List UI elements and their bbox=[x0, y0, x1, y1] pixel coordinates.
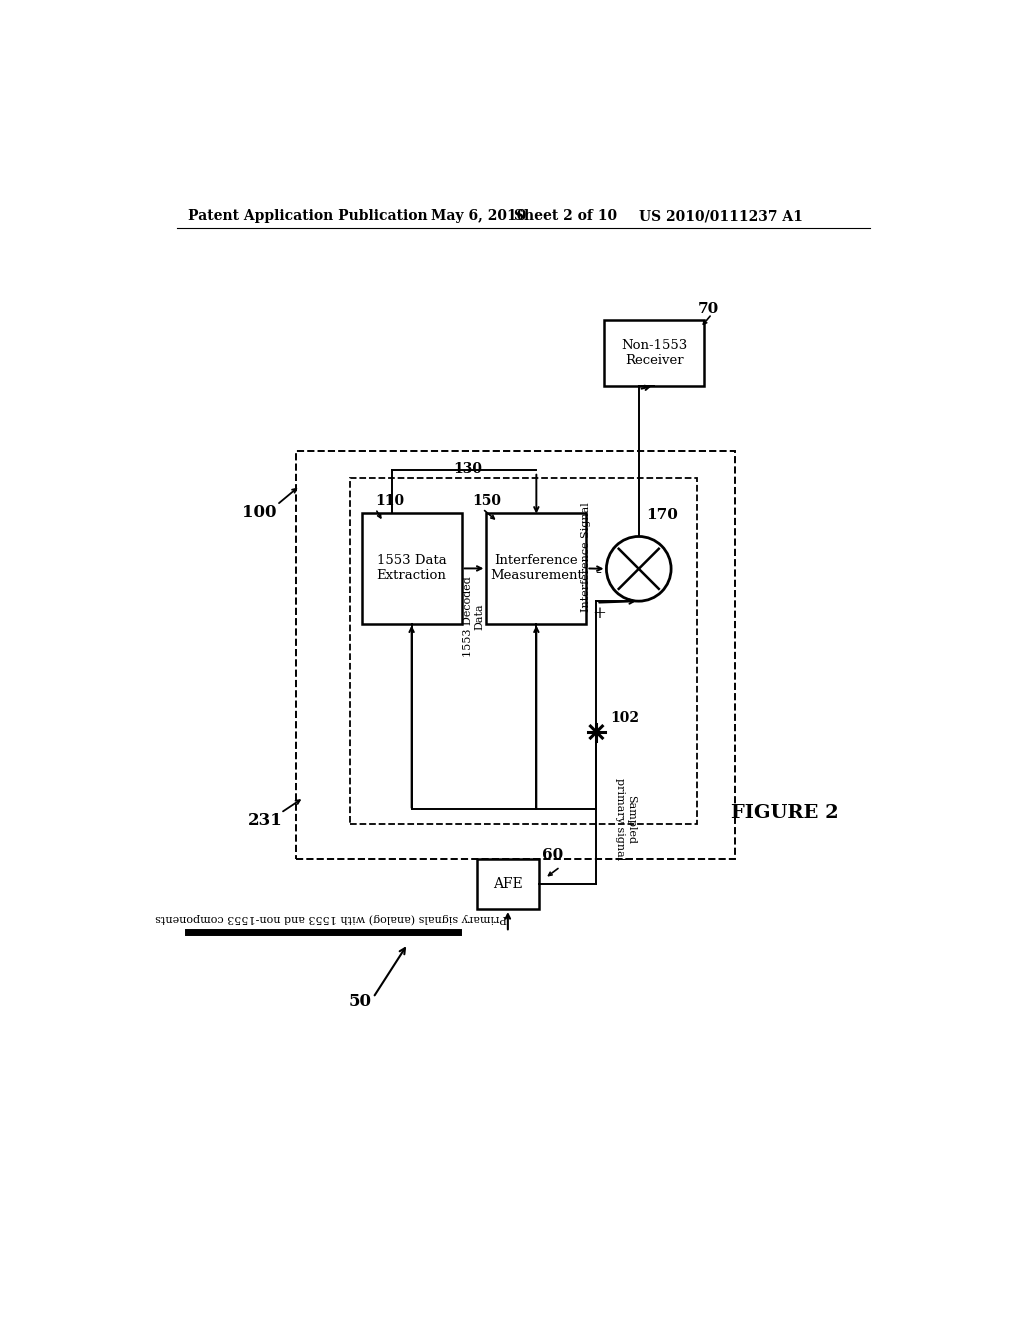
Text: 231: 231 bbox=[248, 812, 283, 829]
Text: -: - bbox=[596, 564, 602, 582]
FancyBboxPatch shape bbox=[604, 321, 705, 385]
Text: 1553 Data
Extraction: 1553 Data Extraction bbox=[377, 554, 446, 582]
Text: 102: 102 bbox=[610, 711, 639, 725]
Text: Sheet 2 of 10: Sheet 2 of 10 bbox=[514, 209, 617, 223]
Text: Interference
Measurement: Interference Measurement bbox=[489, 554, 583, 582]
Text: 70: 70 bbox=[698, 301, 719, 315]
Text: 100: 100 bbox=[242, 504, 276, 521]
Text: Patent Application Publication: Patent Application Publication bbox=[188, 209, 428, 223]
Text: AFE: AFE bbox=[493, 876, 522, 891]
Text: Sampled
primary signal: Sampled primary signal bbox=[614, 779, 637, 861]
Text: 170: 170 bbox=[646, 508, 678, 521]
FancyBboxPatch shape bbox=[486, 512, 587, 624]
Text: 60: 60 bbox=[542, 849, 563, 862]
Text: Primary signals (analog) with 1553 and non-1553 components: Primary signals (analog) with 1553 and n… bbox=[155, 913, 507, 924]
Text: 150: 150 bbox=[472, 494, 502, 508]
Text: 130: 130 bbox=[454, 462, 482, 475]
Text: +: + bbox=[592, 605, 605, 622]
Text: US 2010/0111237 A1: US 2010/0111237 A1 bbox=[639, 209, 803, 223]
Text: May 6, 2010: May 6, 2010 bbox=[431, 209, 526, 223]
Text: 50: 50 bbox=[348, 993, 372, 1010]
Text: Non-1553
Receiver: Non-1553 Receiver bbox=[621, 339, 687, 367]
Text: FIGURE 2: FIGURE 2 bbox=[731, 804, 839, 822]
FancyBboxPatch shape bbox=[477, 859, 539, 909]
Text: 110: 110 bbox=[376, 494, 404, 508]
Text: Interference Signal: Interference Signal bbox=[582, 503, 592, 612]
FancyBboxPatch shape bbox=[361, 512, 462, 624]
Text: 1553 Decoded
Data: 1553 Decoded Data bbox=[463, 576, 484, 657]
